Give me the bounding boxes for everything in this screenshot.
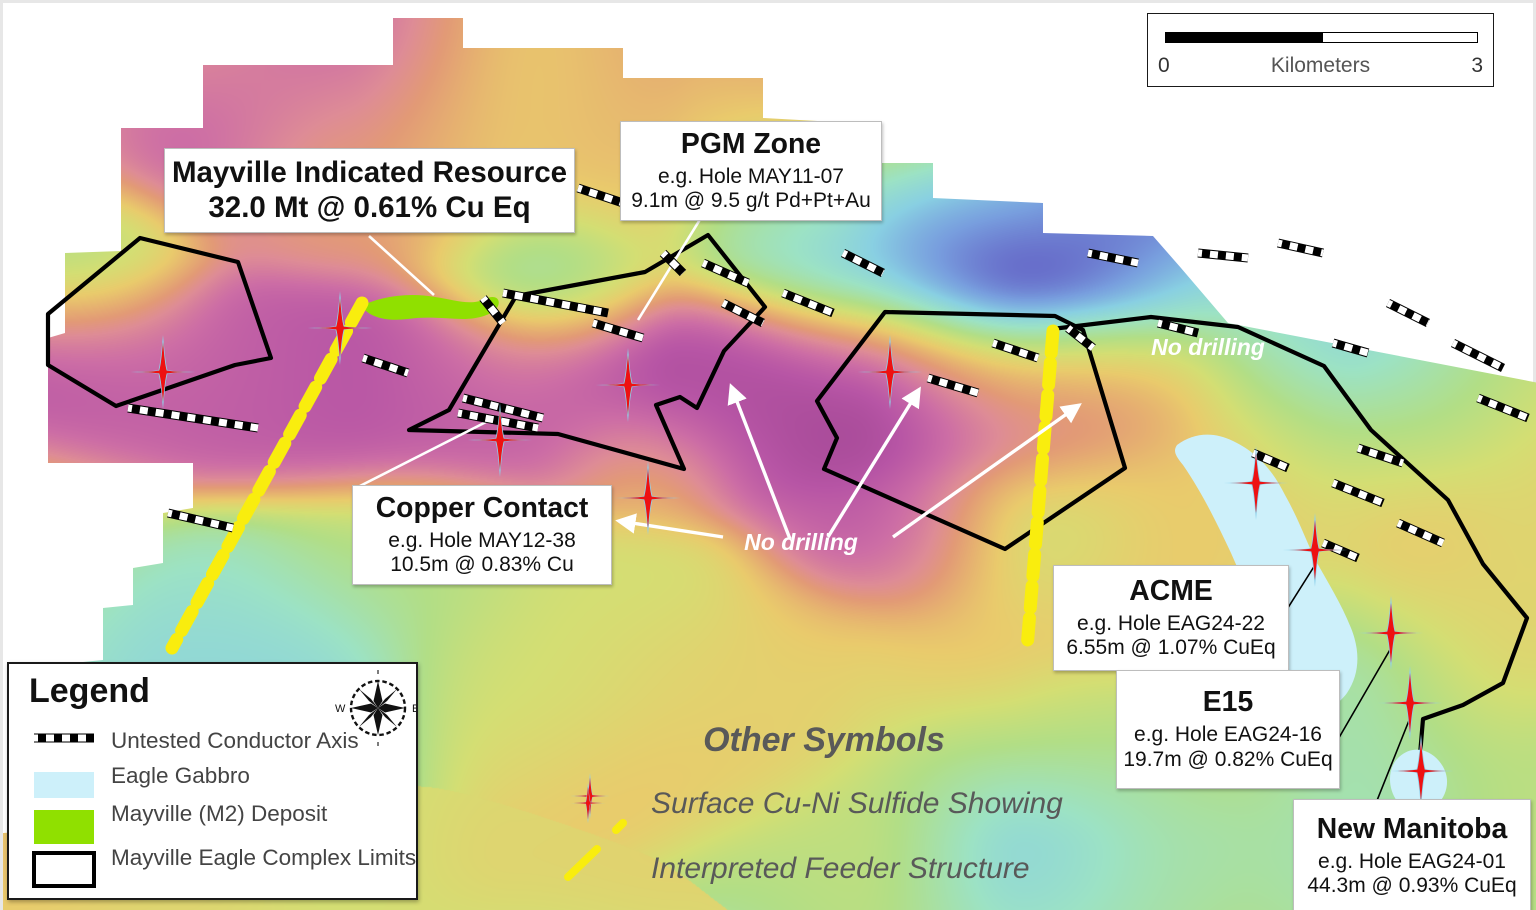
svg-text:Surface Cu-Ni Sulfide Showing: Surface Cu-Ni Sulfide Showing [651,787,1063,820]
svg-text:No drilling: No drilling [1151,334,1265,360]
svg-text:Interpreted Feeder Structure: Interpreted Feeder Structure [651,852,1030,885]
svg-text:No drilling: No drilling [744,529,858,555]
svg-text:W: W [335,703,346,715]
svg-text:E: E [412,703,416,715]
svg-text:Other Symbols: Other Symbols [703,721,945,759]
